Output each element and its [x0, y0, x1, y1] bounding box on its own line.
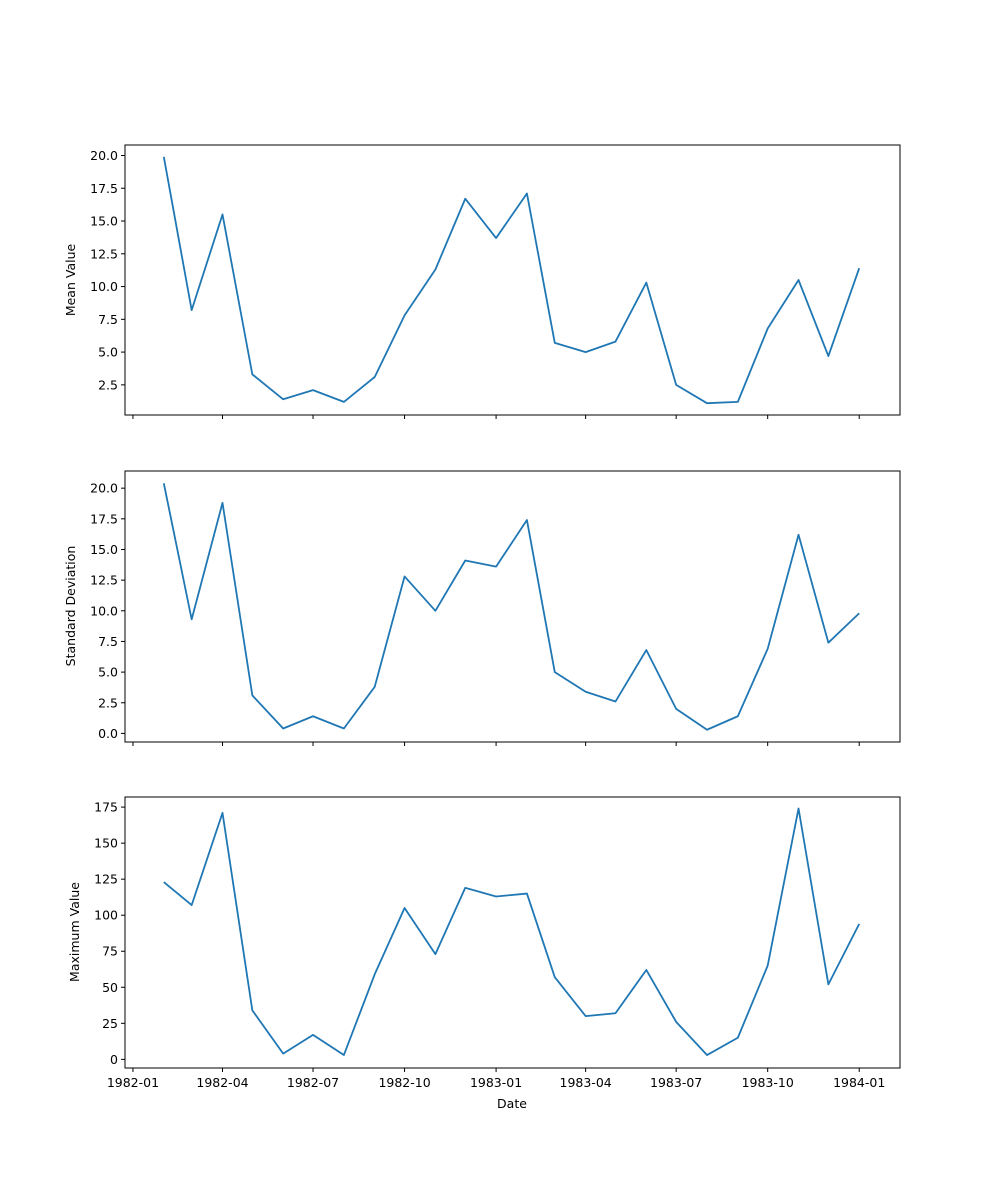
standard-deviation-x-ticks [132, 742, 860, 746]
x-tick-label: 1982-04 [196, 1075, 248, 1090]
mean-value-y-tick-label: 5.0 [98, 345, 118, 360]
maximum-value-y-tick-label: 25 [102, 1016, 118, 1031]
maximum-value-y-tick-label: 50 [102, 980, 118, 995]
mean-value-x-ticks [132, 415, 860, 419]
standard-deviation-y-tick-label: 5.0 [98, 665, 118, 680]
maximum-value-y-ticks: 0 25 50 75 100 125 150 175 [94, 800, 125, 1067]
maximum-value-y-tick-label: 175 [94, 800, 118, 815]
mean-value-series-line [162, 156, 861, 405]
x-tick-label: 1983-01 [470, 1075, 522, 1090]
mean-value-y-tick-label: 17.5 [90, 181, 118, 196]
standard-deviation-y-tick-label: 0.0 [98, 726, 118, 741]
x-tick-label: 1983-04 [560, 1075, 612, 1090]
standard-deviation-y-axis-label: Standard Deviation [63, 546, 78, 667]
maximum-value-y-tick-label: 125 [94, 872, 118, 887]
standard-deviation-series-line [162, 483, 860, 731]
maximum-value-x-ticks: 1982-01 1982-04 1982-07 1982-10 1983-01 1983-… [107, 1068, 885, 1090]
standard-deviation-y-tick-label: 20.0 [90, 481, 118, 496]
mean-value-y-tick-label: 7.5 [98, 312, 118, 327]
x-tick-label: 1983-10 [742, 1075, 794, 1090]
standard-deviation-panel: 0.0 2.5 5.0 7.5 10.0 12.5 15.0 17.5 20.0 Standar… [63, 470, 901, 746]
x-tick-label: 1983-07 [650, 1075, 702, 1090]
maximum-value-y-tick-label: 75 [102, 944, 118, 959]
maximum-value-y-tick-label: 100 [94, 908, 118, 923]
mean-value-y-tick-label: 10.0 [90, 279, 118, 294]
standard-deviation-y-tick-label: 15.0 [90, 542, 118, 557]
standard-deviation-y-tick-label: 10.0 [90, 603, 118, 618]
x-tick-label: 1982-01 [107, 1075, 159, 1090]
standard-deviation-y-tick-label: 7.5 [98, 634, 118, 649]
x-axis-label: Date [497, 1096, 527, 1111]
mean-value-y-axis-label: Mean Value [63, 244, 78, 317]
x-tick-label: 1982-10 [378, 1075, 430, 1090]
standard-deviation-y-tick-label: 17.5 [90, 511, 118, 526]
maximum-value-series-line [163, 807, 861, 1056]
maximum-value-axes-frame [124, 796, 901, 1069]
mean-value-y-tick-label: 12.5 [90, 246, 118, 261]
standard-deviation-y-tick-label: 12.5 [90, 573, 118, 588]
mean-value-y-tick-label: 20.0 [90, 148, 118, 163]
standard-deviation-y-ticks: 0.0 2.5 5.0 7.5 10.0 12.5 15.0 17.5 20.0 [90, 481, 125, 741]
mean-value-y-tick-label: 2.5 [98, 377, 118, 392]
maximum-value-y-tick-label: 0 [110, 1052, 118, 1067]
maximum-value-y-axis-label: Maximum Value [67, 882, 82, 982]
mean-value-y-tick-label: 15.0 [90, 214, 118, 229]
mean-value-y-ticks: 2.5 5.0 7.5 10.0 12.5 15.0 17.5 20.0 [90, 148, 125, 392]
x-tick-label: 1984-01 [833, 1075, 885, 1090]
standard-deviation-axes-frame [124, 470, 901, 743]
standard-deviation-y-tick-label: 2.5 [98, 695, 118, 710]
maximum-value-y-tick-label: 150 [94, 836, 118, 851]
mean-value-panel: 2.5 5.0 7.5 10.0 12.5 15.0 17.5 20.0 Mean Value [63, 144, 901, 419]
x-tick-label: 1982-07 [287, 1075, 339, 1090]
mean-value-axes-frame [124, 144, 901, 416]
